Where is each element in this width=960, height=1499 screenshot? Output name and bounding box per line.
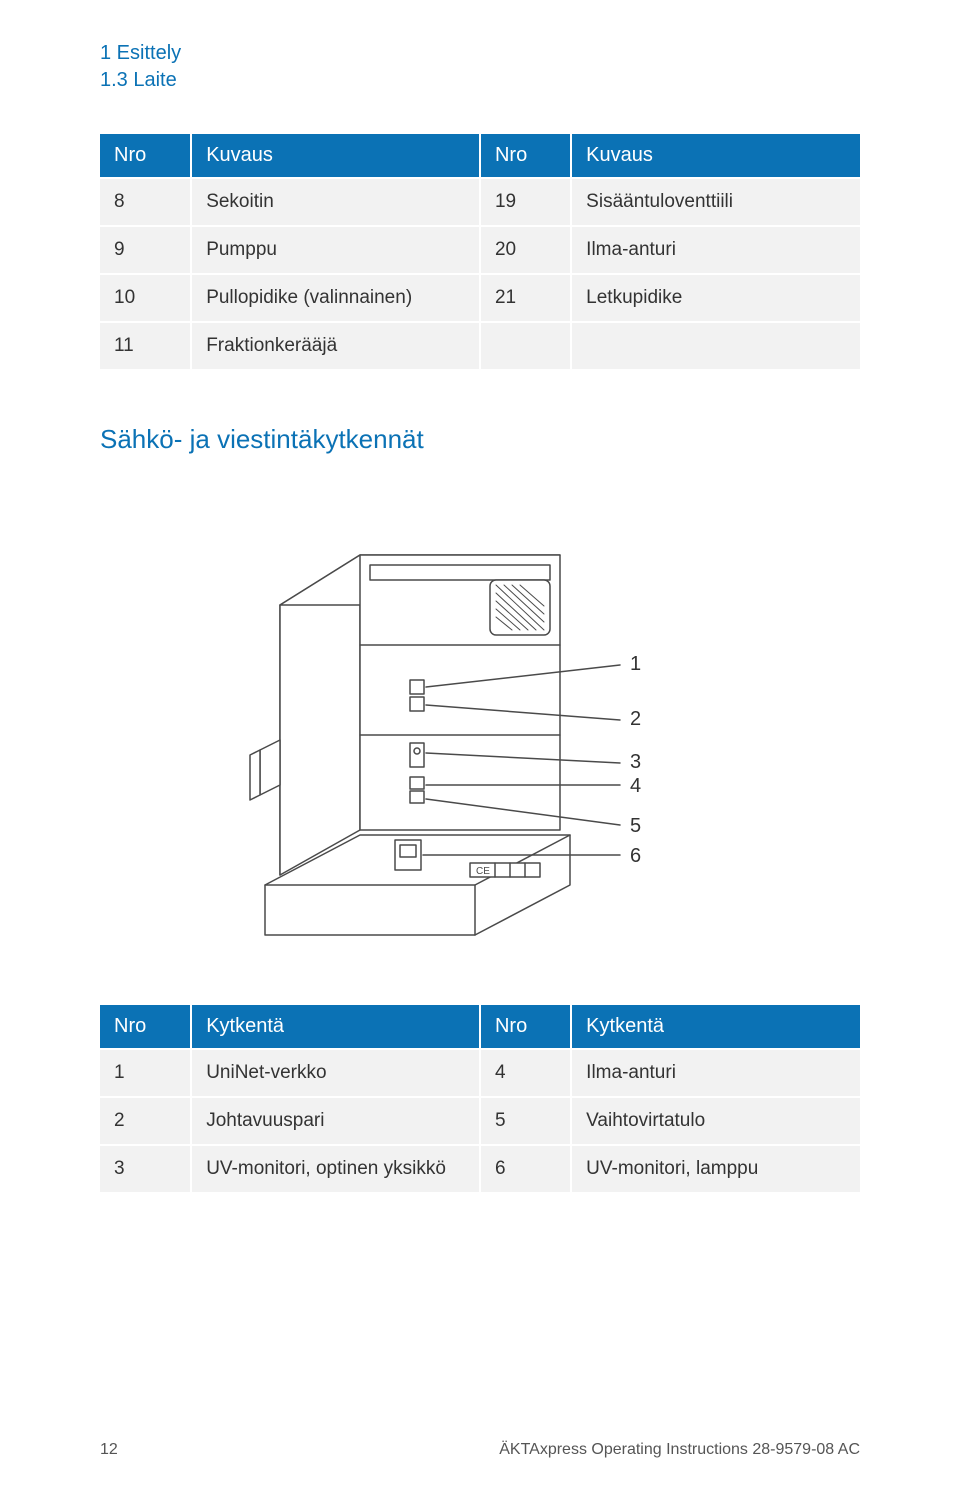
callout-1: 1 <box>630 653 641 675</box>
svg-text:CE: CE <box>476 866 490 877</box>
table-row: 2 Johtavuuspari 5 Vaihtovirtatulo <box>100 1097 860 1145</box>
table-row: 3 UV-monitori, optinen yksikkö 6 UV-moni… <box>100 1145 860 1192</box>
t2-h1: Kytkentä <box>191 1005 480 1049</box>
table-row: 8 Sekoitin 19 Sisääntuloventtiili <box>100 178 860 226</box>
section-title: Sähkö- ja viestintäkytkennät <box>100 424 860 455</box>
table-row: 11 Fraktionkerääjä <box>100 322 860 369</box>
t1-h3: Kuvaus <box>571 134 860 178</box>
connection-table: Nro Kytkentä Nro Kytkentä 1 UniNet-verkk… <box>100 1005 860 1192</box>
table-row: 9 Pumppu 20 Ilma-anturi <box>100 226 860 274</box>
t1-h1: Kuvaus <box>191 134 480 178</box>
t1-h0: Nro <box>100 134 191 178</box>
page-footer: 12 ÄKTAxpress Operating Instructions 28-… <box>100 1441 860 1459</box>
callout-2: 2 <box>630 708 641 730</box>
table-row: 10 Pullopidike (valinnainen) 21 Letkupid… <box>100 274 860 322</box>
device-diagram: CE 1 2 3 4 5 6 <box>100 485 860 955</box>
description-table: Nro Kuvaus Nro Kuvaus 8 Sekoitin 19 Sisä… <box>100 134 860 369</box>
callout-3: 3 <box>630 751 641 773</box>
header-line-2: 1.3 Laite <box>100 67 860 94</box>
t2-h3: Kytkentä <box>571 1005 860 1049</box>
t1-h2: Nro <box>480 134 571 178</box>
table-row: 1 UniNet-verkko 4 Ilma-anturi <box>100 1049 860 1097</box>
page-number: 12 <box>100 1441 118 1459</box>
doc-reference: ÄKTAxpress Operating Instructions 28-957… <box>499 1441 860 1459</box>
t2-h0: Nro <box>100 1005 191 1049</box>
callout-5: 5 <box>630 815 641 837</box>
callout-4: 4 <box>630 775 641 797</box>
t2-h2: Nro <box>480 1005 571 1049</box>
header-line-1: 1 Esittely <box>100 40 860 67</box>
page-header: 1 Esittely 1.3 Laite <box>100 40 860 94</box>
device-svg: CE 1 2 3 4 5 6 <box>220 485 740 955</box>
callout-6: 6 <box>630 845 641 867</box>
